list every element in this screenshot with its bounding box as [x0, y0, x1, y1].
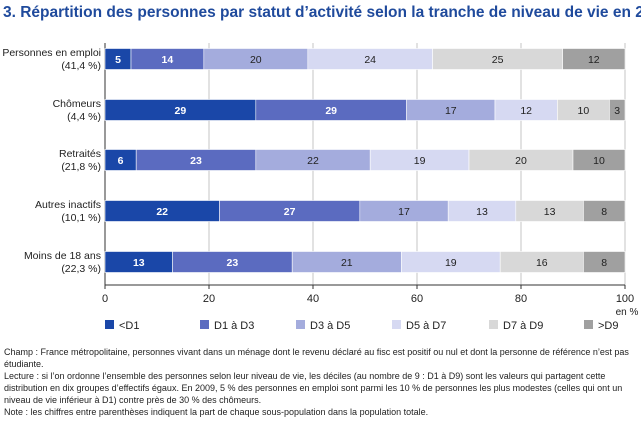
legend-swatch: [200, 320, 209, 329]
bar-value-label: 6: [118, 155, 124, 167]
x-tick-label: 100: [616, 293, 634, 305]
legend-swatch: [489, 320, 498, 329]
category-share-label: (21,8 %): [61, 161, 101, 173]
bar-value-label: 13: [476, 206, 488, 218]
legend-label: >D9: [598, 320, 619, 332]
legend-label: D1 à D3: [214, 320, 254, 332]
bar-segment: [562, 48, 626, 70]
bar-value-label: 3: [614, 105, 620, 117]
legend-label: D3 à D5: [310, 320, 350, 332]
category-label: Retraités: [59, 148, 101, 160]
bar-value-label: 29: [325, 105, 337, 117]
category-share-label: (4,4 %): [67, 111, 101, 123]
bar-value-label: 19: [445, 257, 457, 269]
bar-value-label: 12: [588, 54, 600, 66]
bar-value-label: 29: [175, 105, 187, 117]
bar-value-label: 25: [492, 54, 504, 66]
category-label: Autres inactifs: [35, 199, 101, 211]
bar-value-label: 19: [414, 155, 426, 167]
x-unit-label: en %: [616, 307, 639, 318]
bar-value-label: 13: [544, 206, 556, 218]
bar-value-label: 17: [398, 206, 410, 218]
category-label: Chômeurs: [53, 98, 101, 110]
category-label: Moins de 18 ans: [24, 250, 101, 262]
category-label: Personnes en emploi: [2, 47, 101, 59]
bar-value-label: 21: [341, 257, 353, 269]
bar-value-label: 17: [445, 105, 457, 117]
bar-value-label: 5: [115, 54, 121, 66]
bar-value-label: 16: [536, 257, 548, 269]
note-champ: Champ : France métropolitaine, personnes…: [4, 347, 629, 369]
bar-value-label: 10: [593, 155, 605, 167]
category-share-label: (41,4 %): [61, 60, 101, 72]
legend-label: D5 à D7: [406, 320, 446, 332]
legend-swatch: [392, 320, 401, 329]
bar-segment: [583, 251, 626, 273]
x-tick-label: 0: [102, 293, 108, 305]
bar-value-label: 14: [162, 54, 174, 66]
category-share-label: (10,1 %): [61, 212, 101, 224]
bar-value-label: 12: [520, 105, 532, 117]
bar-value-label: 27: [284, 206, 296, 218]
legend-label: D7 à D9: [503, 320, 543, 332]
bar-value-label: 8: [601, 257, 607, 269]
category-share-label: (22,3 %): [61, 263, 101, 275]
bar-segment: [583, 200, 626, 222]
chart-title: 3. Répartition des personnes par statut …: [3, 4, 641, 21]
x-tick-label: 40: [307, 293, 319, 305]
x-tick-label: 80: [515, 293, 527, 305]
legend-label: <D1: [119, 320, 140, 332]
bar-segment: [609, 99, 626, 121]
bar-value-label: 20: [515, 155, 527, 167]
stacked-bar-chart: 0 20 40 60 80 100 en % Personnes en emploi(41,4…: [2, 43, 639, 332]
x-tick-label: 20: [203, 293, 215, 305]
bar-value-label: 24: [364, 54, 376, 66]
note-parentheses: Note : les chiffres entre parenthèses in…: [4, 407, 429, 417]
legend-swatch: [105, 320, 114, 329]
legend-swatch: [296, 320, 305, 329]
bar-value-label: 23: [227, 257, 239, 269]
bar-value-label: 22: [156, 206, 168, 218]
bar-value-label: 22: [307, 155, 319, 167]
bar-value-label: 23: [190, 155, 202, 167]
bar-value-label: 8: [601, 206, 607, 218]
note-lecture: Lecture : si l’on ordonne l’ensemble des…: [4, 371, 623, 405]
bar-value-label: 20: [250, 54, 262, 66]
legend-swatch: [584, 320, 593, 329]
bar-value-label: 13: [133, 257, 145, 269]
x-tick-label: 60: [411, 293, 423, 305]
bar-segment: [572, 149, 626, 171]
chart-notes: Champ : France métropolitaine, personnes…: [4, 346, 640, 418]
bar-value-label: 10: [578, 105, 590, 117]
